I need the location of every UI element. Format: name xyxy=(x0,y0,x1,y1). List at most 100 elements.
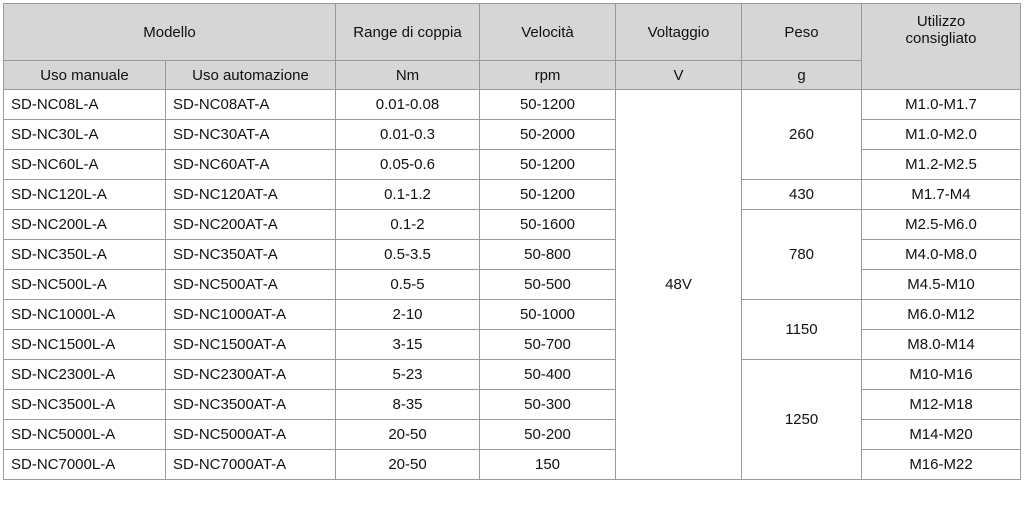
cell-torque: 0.5-5 xyxy=(336,270,480,300)
cell-auto: SD-NC08AT-A xyxy=(166,90,336,120)
cell-manual: SD-NC350L-A xyxy=(4,240,166,270)
table-row: SD-NC350L-A SD-NC350AT-A 0.5-3.5 50-800 … xyxy=(4,240,1021,270)
table-row: SD-NC1500L-A SD-NC1500AT-A 3-15 50-700 M… xyxy=(4,330,1021,360)
cell-use: M12-M18 xyxy=(862,390,1021,420)
cell-manual: SD-NC3500L-A xyxy=(4,390,166,420)
header-uso-automazione: Uso automazione xyxy=(166,61,336,90)
cell-torque: 0.5-3.5 xyxy=(336,240,480,270)
cell-use: M16-M22 xyxy=(862,450,1021,480)
cell-speed: 50-1200 xyxy=(480,150,616,180)
spec-table: Modello Range di coppia Velocità Voltagg… xyxy=(3,3,1021,480)
cell-torque: 3-15 xyxy=(336,330,480,360)
table-row: SD-NC08L-A SD-NC08AT-A 0.01-0.08 50-1200… xyxy=(4,90,1021,120)
cell-torque: 0.01-0.08 xyxy=(336,90,480,120)
cell-speed: 50-300 xyxy=(480,390,616,420)
cell-use: M6.0-M12 xyxy=(862,300,1021,330)
cell-use: M4.0-M8.0 xyxy=(862,240,1021,270)
cell-auto: SD-NC200AT-A xyxy=(166,210,336,240)
cell-torque: 0.1-1.2 xyxy=(336,180,480,210)
table-row: SD-NC120L-A SD-NC120AT-A 0.1-1.2 50-1200… xyxy=(4,180,1021,210)
cell-auto: SD-NC60AT-A xyxy=(166,150,336,180)
header-velocita: Velocità xyxy=(480,4,616,61)
cell-use: M10-M16 xyxy=(862,360,1021,390)
cell-weight: 430 xyxy=(742,180,862,210)
cell-manual: SD-NC30L-A xyxy=(4,120,166,150)
cell-auto: SD-NC2300AT-A xyxy=(166,360,336,390)
table-row: SD-NC500L-A SD-NC500AT-A 0.5-5 50-500 M4… xyxy=(4,270,1021,300)
cell-use: M14-M20 xyxy=(862,420,1021,450)
cell-speed: 50-2000 xyxy=(480,120,616,150)
table-row: SD-NC1000L-A SD-NC1000AT-A 2-10 50-1000 … xyxy=(4,300,1021,330)
cell-use: M1.0-M2.0 xyxy=(862,120,1021,150)
cell-manual: SD-NC500L-A xyxy=(4,270,166,300)
cell-torque: 5-23 xyxy=(336,360,480,390)
cell-auto: SD-NC30AT-A xyxy=(166,120,336,150)
cell-manual: SD-NC1500L-A xyxy=(4,330,166,360)
table-body: SD-NC08L-A SD-NC08AT-A 0.01-0.08 50-1200… xyxy=(4,90,1021,480)
cell-auto: SD-NC5000AT-A xyxy=(166,420,336,450)
cell-speed: 150 xyxy=(480,450,616,480)
cell-use: M4.5-M10 xyxy=(862,270,1021,300)
cell-use: M1.2-M2.5 xyxy=(862,150,1021,180)
cell-speed: 50-800 xyxy=(480,240,616,270)
header-range: Range di coppia xyxy=(336,4,480,61)
unit-peso: g xyxy=(742,61,862,90)
cell-use: M8.0-M14 xyxy=(862,330,1021,360)
cell-speed: 50-200 xyxy=(480,420,616,450)
cell-torque: 0.1-2 xyxy=(336,210,480,240)
cell-use: M1.7-M4 xyxy=(862,180,1021,210)
cell-weight: 260 xyxy=(742,90,862,180)
table-row: SD-NC2300L-A SD-NC2300AT-A 5-23 50-400 1… xyxy=(4,360,1021,390)
header-utilizzo: Utilizzo consigliato xyxy=(862,4,1021,90)
header-uso-manuale: Uso manuale xyxy=(4,61,166,90)
table-row: SD-NC30L-A SD-NC30AT-A 0.01-0.3 50-2000 … xyxy=(4,120,1021,150)
table-row: SD-NC7000L-A SD-NC7000AT-A 20-50 150 M16… xyxy=(4,450,1021,480)
cell-manual: SD-NC08L-A xyxy=(4,90,166,120)
cell-torque: 20-50 xyxy=(336,450,480,480)
unit-range: Nm xyxy=(336,61,480,90)
header-modello: Modello xyxy=(4,4,336,61)
cell-speed: 50-1000 xyxy=(480,300,616,330)
cell-auto: SD-NC120AT-A xyxy=(166,180,336,210)
cell-voltage: 48V xyxy=(616,90,742,480)
cell-torque: 2-10 xyxy=(336,300,480,330)
header-voltaggio: Voltaggio xyxy=(616,4,742,61)
cell-speed: 50-500 xyxy=(480,270,616,300)
cell-manual: SD-NC7000L-A xyxy=(4,450,166,480)
table-row: SD-NC3500L-A SD-NC3500AT-A 8-35 50-300 M… xyxy=(4,390,1021,420)
cell-speed: 50-1200 xyxy=(480,90,616,120)
cell-torque: 20-50 xyxy=(336,420,480,450)
cell-torque: 0.05-0.6 xyxy=(336,150,480,180)
cell-auto: SD-NC7000AT-A xyxy=(166,450,336,480)
unit-voltaggio: V xyxy=(616,61,742,90)
cell-speed: 50-1600 xyxy=(480,210,616,240)
cell-manual: SD-NC5000L-A xyxy=(4,420,166,450)
table-row: SD-NC5000L-A SD-NC5000AT-A 20-50 50-200 … xyxy=(4,420,1021,450)
cell-manual: SD-NC60L-A xyxy=(4,150,166,180)
cell-auto: SD-NC350AT-A xyxy=(166,240,336,270)
cell-weight: 1150 xyxy=(742,300,862,360)
cell-manual: SD-NC200L-A xyxy=(4,210,166,240)
unit-velocita: rpm xyxy=(480,61,616,90)
cell-use: M2.5-M6.0 xyxy=(862,210,1021,240)
header-row-main: Modello Range di coppia Velocità Voltagg… xyxy=(4,4,1021,61)
cell-torque: 0.01-0.3 xyxy=(336,120,480,150)
cell-weight: 780 xyxy=(742,210,862,300)
cell-auto: SD-NC1500AT-A xyxy=(166,330,336,360)
cell-speed: 50-1200 xyxy=(480,180,616,210)
header-peso: Peso xyxy=(742,4,862,61)
cell-auto: SD-NC500AT-A xyxy=(166,270,336,300)
spec-table-wrapper: Modello Range di coppia Velocità Voltagg… xyxy=(3,3,1021,480)
cell-manual: SD-NC120L-A xyxy=(4,180,166,210)
table-row: SD-NC200L-A SD-NC200AT-A 0.1-2 50-1600 7… xyxy=(4,210,1021,240)
table-row: SD-NC60L-A SD-NC60AT-A 0.05-0.6 50-1200 … xyxy=(4,150,1021,180)
cell-auto: SD-NC1000AT-A xyxy=(166,300,336,330)
cell-torque: 8-35 xyxy=(336,390,480,420)
cell-auto: SD-NC3500AT-A xyxy=(166,390,336,420)
cell-use: M1.0-M1.7 xyxy=(862,90,1021,120)
cell-manual: SD-NC1000L-A xyxy=(4,300,166,330)
table-header: Modello Range di coppia Velocità Voltagg… xyxy=(4,4,1021,90)
cell-speed: 50-700 xyxy=(480,330,616,360)
cell-manual: SD-NC2300L-A xyxy=(4,360,166,390)
cell-weight: 1250 xyxy=(742,360,862,480)
